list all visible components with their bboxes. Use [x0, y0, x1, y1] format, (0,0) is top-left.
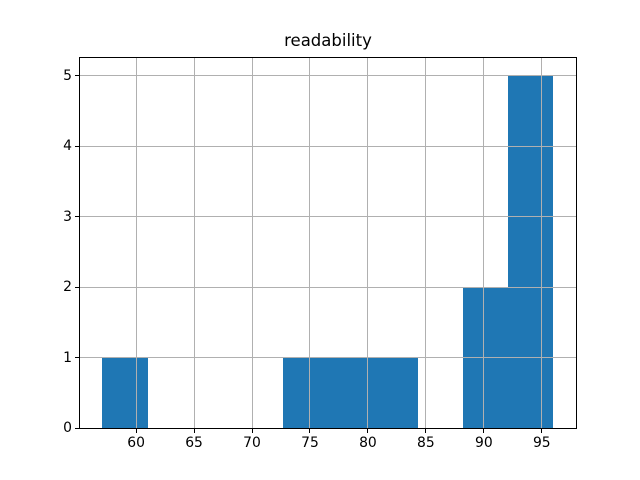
- y-gridline: [80, 357, 576, 359]
- y-gridline: [80, 145, 576, 147]
- x-tick-mark: [483, 429, 485, 433]
- grid-layer: [80, 58, 576, 428]
- y-gridline: [80, 286, 576, 288]
- x-tick-label: 85: [417, 435, 435, 451]
- x-tick-mark: [541, 429, 543, 433]
- x-gridline: [425, 58, 427, 428]
- histogram-bar: [102, 357, 148, 428]
- x-tick-label: 60: [127, 435, 145, 451]
- histogram-bar: [327, 357, 374, 428]
- histogram-bar: [282, 357, 328, 428]
- plot-area: [79, 57, 577, 429]
- y-tick-label: 1: [63, 349, 72, 366]
- x-gridline: [309, 58, 311, 428]
- chart-title: readability: [284, 31, 372, 50]
- y-tick-label: 4: [63, 138, 72, 155]
- x-tick-mark: [251, 429, 253, 433]
- histogram-bar: [508, 75, 554, 428]
- x-gridline: [541, 58, 543, 428]
- x-tick-label: 90: [475, 435, 493, 451]
- x-tick-mark: [309, 429, 311, 433]
- y-gridline: [80, 216, 576, 218]
- x-tick-mark: [193, 429, 195, 433]
- x-gridline: [483, 58, 485, 428]
- x-gridline: [367, 58, 369, 428]
- x-tick-mark: [425, 429, 427, 433]
- y-tick-label: 3: [63, 208, 72, 225]
- x-tick-label: 95: [532, 435, 551, 451]
- x-tick-label: 70: [243, 435, 261, 451]
- x-gridline: [135, 58, 137, 428]
- x-tick-label: 65: [185, 435, 203, 451]
- x-gridline: [251, 58, 253, 428]
- x-tick-mark: [135, 429, 137, 433]
- x-gridline: [193, 58, 195, 428]
- x-tick-label: 75: [301, 435, 319, 451]
- y-tick-label: 5: [63, 67, 72, 84]
- y-gridline: [80, 75, 576, 77]
- x-tick-label: 80: [359, 435, 377, 451]
- y-tick-label: 0: [63, 420, 72, 436]
- y-tick-label: 2: [63, 279, 72, 296]
- x-tick-mark: [367, 429, 369, 433]
- histogram-bar: [373, 357, 419, 428]
